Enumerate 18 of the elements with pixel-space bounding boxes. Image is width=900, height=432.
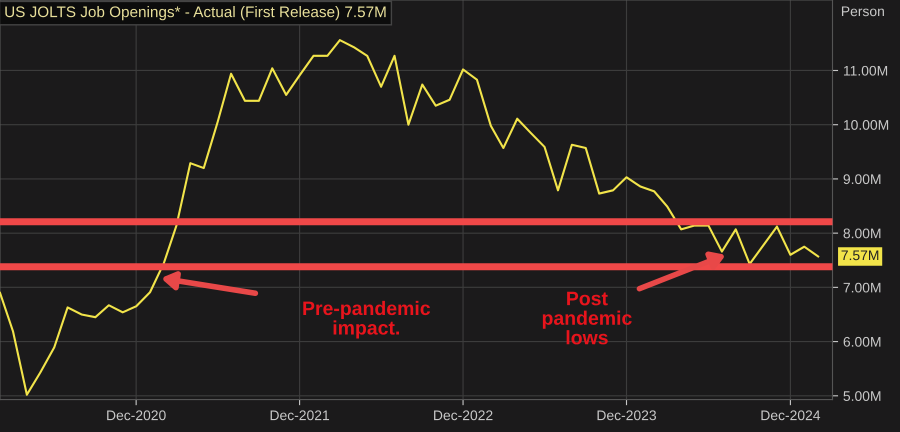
y-tick-label: 11.00M	[844, 66, 888, 76]
annotation: Post pandemic lows	[542, 292, 632, 344]
x-tick-label: Dec-2022	[434, 410, 492, 420]
y-tick-label: 5.00M	[843, 391, 880, 401]
line-series	[0, 39, 820, 396]
y-tick-label: 6.00M	[844, 336, 880, 347]
x-tick-label: Dec-2021	[270, 410, 330, 420]
y-tick-label: 10.00M	[844, 120, 888, 130]
y-tick-label: 9.00M	[844, 174, 880, 184]
y-tick-label: 7.00M	[844, 282, 880, 293]
y-tick-label: 8.00M	[844, 228, 880, 238]
y-axis-title: Person	[842, 6, 884, 16]
x-tick-label: Dec-2023	[598, 410, 656, 420]
annotation: Pre-pandemic impact.	[303, 300, 430, 339]
data-label: 7.57M	[842, 250, 878, 260]
x-tick-label: Dec-2020	[107, 410, 166, 420]
x-tick-label: Dec-2024	[761, 410, 820, 420]
chart-title: US JOLTS Job Openings* - Actual (First Release) 7.57M	[5, 6, 386, 20]
